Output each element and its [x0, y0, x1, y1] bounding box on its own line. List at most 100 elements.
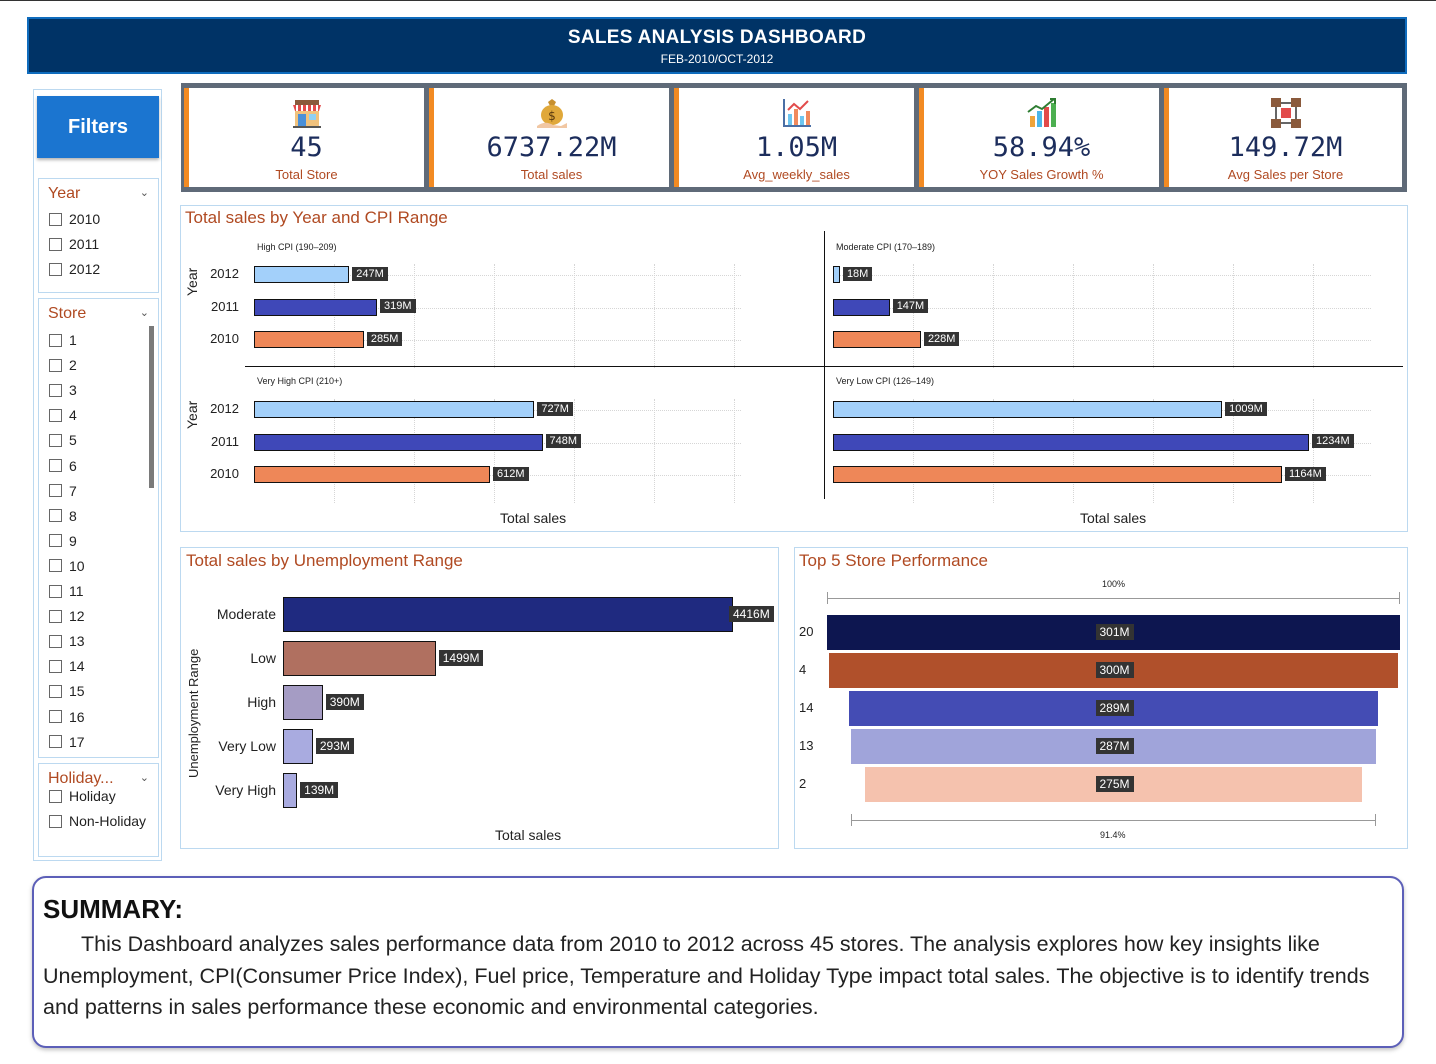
gridline — [414, 264, 415, 368]
funnel-top-percent: 100% — [1102, 579, 1126, 589]
store-option[interactable]: 3 — [49, 380, 77, 400]
top-border-line — [0, 0, 1436, 1]
gridline — [913, 264, 914, 368]
store-option[interactable]: 8 — [49, 506, 77, 526]
year-option[interactable]: 2012 — [49, 259, 100, 279]
checkbox[interactable] — [49, 534, 62, 548]
checkbox[interactable] — [49, 459, 62, 472]
store-option-label: 2 — [69, 357, 77, 374]
data-label: 147M — [892, 299, 929, 313]
year-option[interactable]: 2010 — [49, 209, 100, 229]
gridline — [993, 264, 994, 368]
kpi-value: 45 — [290, 132, 323, 163]
chevron-down-icon[interactable]: ⌄ — [139, 306, 149, 319]
store-option[interactable]: 4 — [49, 405, 77, 425]
year-option[interactable]: 2011 — [49, 234, 99, 254]
store-option[interactable]: 11 — [49, 581, 84, 601]
checkbox[interactable] — [49, 609, 62, 623]
store-option-label: 4 — [69, 407, 77, 424]
cpi-bar[interactable] — [833, 266, 840, 283]
store-option[interactable]: 13 — [49, 631, 85, 651]
cpi-bar[interactable] — [833, 331, 921, 348]
store-option[interactable]: 7 — [49, 481, 77, 501]
unemployment-bar[interactable] — [283, 729, 313, 764]
checkbox[interactable] — [49, 659, 62, 673]
cpi-bar[interactable] — [254, 331, 364, 348]
store-option[interactable]: 16 — [49, 707, 85, 727]
store-option[interactable]: 2 — [49, 355, 77, 375]
cpi-bar[interactable] — [833, 433, 1309, 451]
checkbox[interactable] — [49, 333, 62, 347]
cpi-bar[interactable] — [833, 401, 1223, 418]
store-option[interactable]: 15 — [49, 681, 85, 701]
dashboard-date-range: FEB-2010/OCT-2012 — [660, 52, 774, 66]
cpi-chart-title: Total sales by Year and CPI Range — [185, 208, 448, 227]
funnel-category-label: 13 — [799, 738, 814, 753]
gridline — [334, 399, 335, 503]
checkbox[interactable] — [49, 408, 62, 422]
checkbox[interactable] — [49, 212, 62, 226]
checkbox[interactable] — [49, 559, 62, 573]
checkbox[interactable] — [49, 735, 62, 749]
cpi-bar[interactable] — [254, 266, 350, 283]
holiday-option[interactable]: Holiday — [49, 786, 116, 806]
store-option-label: 8 — [69, 507, 77, 524]
store-option[interactable]: 17 — [49, 732, 85, 752]
cpi-bar[interactable] — [833, 466, 1282, 483]
checkbox[interactable] — [49, 789, 62, 803]
checkbox[interactable] — [49, 684, 62, 698]
chevron-down-icon[interactable]: ⌄ — [139, 186, 149, 199]
unemployment-bar[interactable] — [283, 641, 436, 676]
analytics-chart-icon — [782, 99, 811, 127]
checkbox[interactable] — [49, 383, 62, 397]
cpi-bar[interactable] — [254, 433, 543, 451]
checkbox[interactable] — [49, 237, 62, 251]
store-option[interactable]: 14 — [49, 656, 85, 676]
store-option-label: 5 — [69, 432, 77, 449]
holiday-option[interactable]: Non-Holiday — [49, 811, 146, 831]
checkbox[interactable] — [49, 814, 62, 828]
store-option[interactable]: 6 — [49, 456, 77, 476]
unemployment-bar[interactable] — [283, 597, 733, 632]
checkbox[interactable] — [49, 484, 62, 498]
store-option[interactable]: 5 — [49, 430, 77, 450]
unemployment-bar[interactable] — [283, 773, 298, 808]
store-option[interactable]: 12 — [49, 606, 85, 626]
data-label: 300M — [1095, 662, 1134, 678]
data-label: 748M — [545, 434, 582, 448]
store-option[interactable]: 9 — [49, 531, 77, 551]
unemployment-x-axis-label: Total sales — [495, 827, 562, 843]
unemployment-bar[interactable] — [283, 685, 323, 720]
store-option[interactable]: 10 — [49, 556, 85, 576]
cpi-bar[interactable] — [254, 466, 491, 483]
y-tick-label: 2010 — [210, 331, 239, 346]
checkbox[interactable] — [49, 262, 62, 276]
kpi-value: 6737.22M — [486, 132, 617, 163]
data-label: 289M — [1095, 700, 1134, 716]
checkbox[interactable] — [49, 433, 62, 447]
checkbox[interactable] — [49, 634, 62, 648]
checkbox[interactable] — [49, 710, 62, 723]
gridline — [993, 399, 994, 503]
cpi-bar[interactable] — [254, 401, 535, 418]
data-label: 612M — [493, 466, 529, 481]
chevron-down-icon[interactable]: ⌄ — [139, 771, 149, 784]
gridline — [1153, 264, 1154, 368]
cpi-bar[interactable] — [254, 298, 378, 316]
data-label: 727M — [537, 401, 573, 416]
filters-button[interactable]: Filters — [37, 96, 159, 158]
y-tick-label: 2012 — [210, 266, 239, 281]
checkbox[interactable] — [49, 358, 62, 372]
kpi-value: 58.94% — [992, 132, 1091, 163]
year-slicer-title: Year — [48, 185, 81, 202]
store-slicer-scrollbar[interactable] — [149, 326, 154, 488]
store-option[interactable]: 1 — [49, 330, 77, 350]
y-tick-label: 2010 — [210, 466, 239, 481]
kpi-label: YOY Sales Growth % — [979, 167, 1104, 182]
growth-bar-icon — [1026, 98, 1056, 127]
checkbox[interactable] — [49, 509, 62, 523]
data-label: 285M — [366, 331, 403, 346]
checkbox[interactable] — [49, 584, 62, 598]
cpi-bar[interactable] — [833, 298, 890, 316]
